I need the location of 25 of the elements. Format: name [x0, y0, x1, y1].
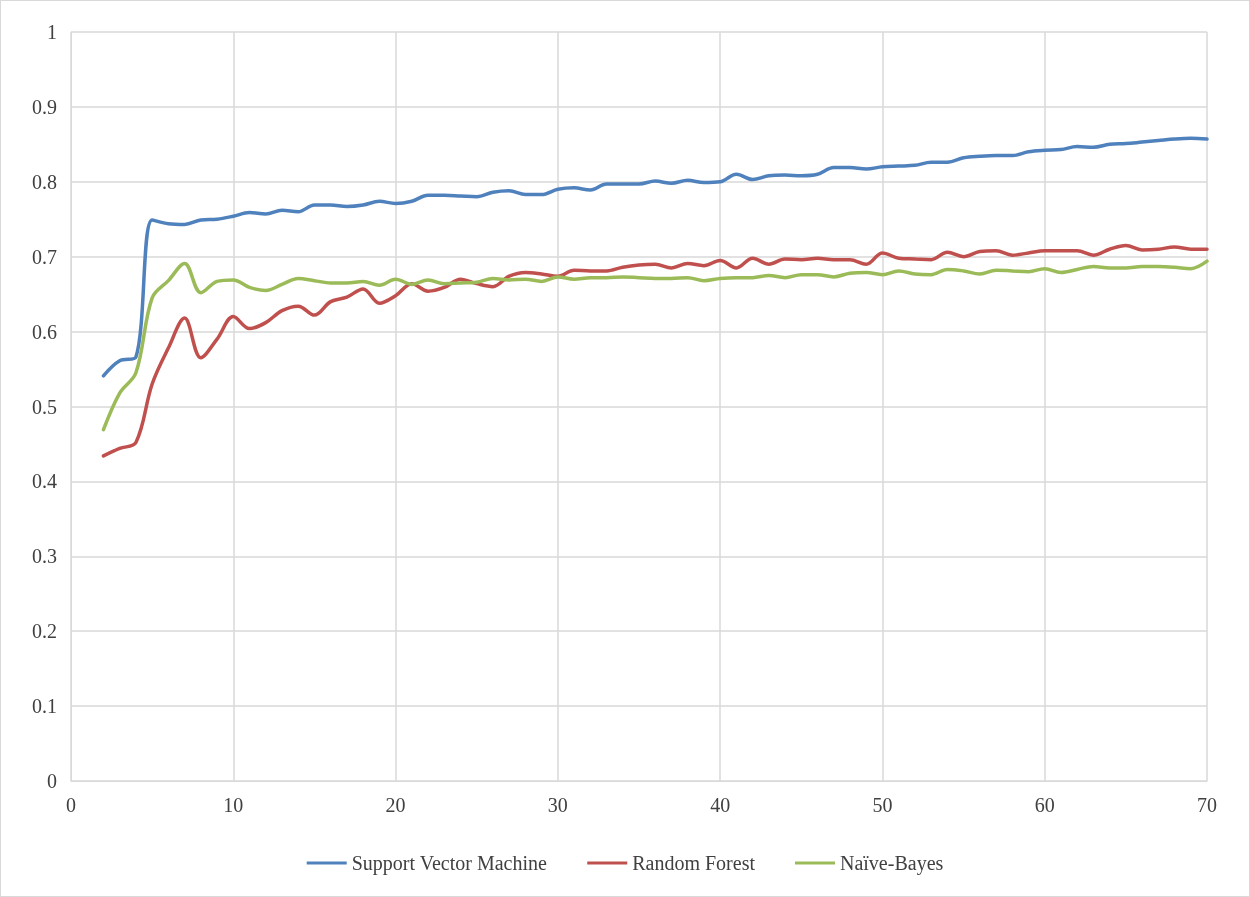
- y-tick-label: 1: [47, 21, 57, 43]
- x-tick-label: 40: [710, 794, 731, 816]
- legend-label: Random Forest: [632, 852, 756, 874]
- x-tick-label: 20: [385, 794, 406, 816]
- y-tick-label: 0.5: [32, 395, 57, 418]
- x-tick-label: 50: [872, 794, 893, 816]
- y-tick-label: 0: [47, 770, 57, 792]
- y-tick-label: 0.3: [32, 545, 57, 568]
- line-series: [101, 136, 1209, 378]
- y-tick-label: 0.7: [32, 245, 57, 268]
- x-tick-label: 30: [547, 794, 568, 816]
- line-series: [101, 243, 1209, 458]
- x-tick-label: 0: [66, 794, 76, 816]
- y-tick-label: 0.8: [32, 170, 57, 193]
- y-tick-label: 0.1: [32, 695, 57, 718]
- y-tick-label: 0.6: [32, 320, 57, 343]
- y-tick-label: 0.9: [32, 95, 57, 118]
- y-tick-label: 0.2: [32, 620, 57, 643]
- x-tick-label: 70: [1197, 794, 1217, 816]
- y-tick-label: 0.4: [32, 470, 57, 493]
- x-tick-label: 60: [1034, 794, 1055, 816]
- legend-label: Support Vector Machine: [351, 852, 547, 875]
- legend-label: Naïve-Bayes: [840, 852, 944, 875]
- line-series: [101, 259, 1209, 432]
- x-tick-label: 10: [223, 794, 244, 816]
